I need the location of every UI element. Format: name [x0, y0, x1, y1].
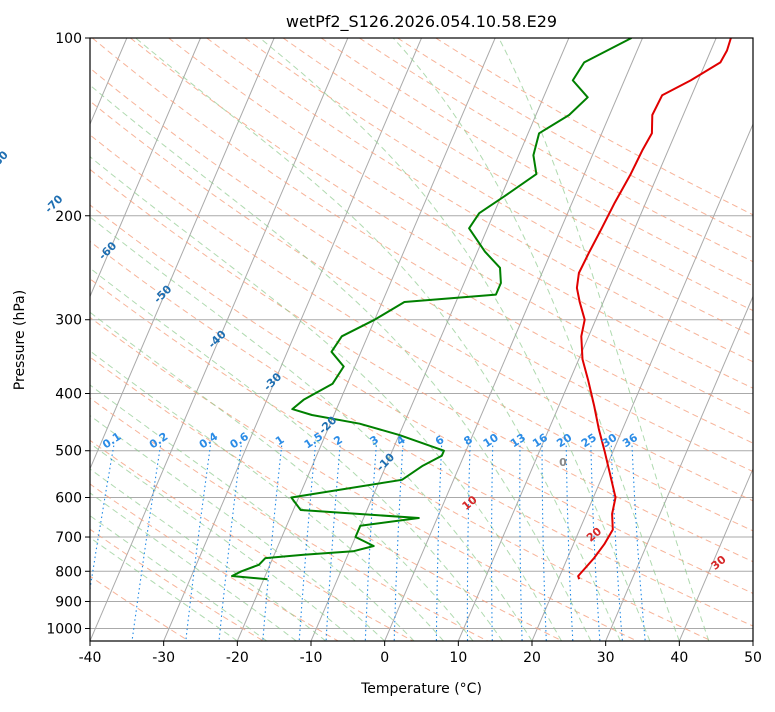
y-tick-label: 600 [55, 490, 82, 506]
y-tick-label: 800 [55, 564, 82, 580]
y-tick-label: 900 [55, 594, 82, 610]
y-tick-label: 1000 [46, 621, 82, 637]
y-tick-label: 700 [55, 530, 82, 546]
y-tick-label: 400 [55, 387, 82, 403]
y-tick-label: 500 [55, 444, 82, 460]
x-tick-label: 50 [744, 650, 762, 666]
x-tick-label: 10 [449, 650, 467, 666]
moist-adiabat-label: 0 [559, 456, 567, 469]
x-tick-label: 20 [523, 650, 541, 666]
chart-title: wetPf2_S126.2026.054.10.58.E29 [286, 12, 557, 32]
y-tick-label: 100 [55, 31, 82, 47]
y-tick-label: 200 [55, 209, 82, 225]
x-tick-label: -40 [79, 650, 102, 666]
y-axis-label: Pressure (hPa) [12, 290, 28, 390]
x-tick-label: -30 [152, 650, 175, 666]
x-tick-label: -20 [226, 650, 249, 666]
x-tick-label: 30 [597, 650, 615, 666]
x-tick-label: 0 [380, 650, 389, 666]
x-axis-label: Temperature (°C) [360, 681, 482, 697]
x-tick-label: -10 [300, 650, 323, 666]
x-tick-label: 40 [670, 650, 688, 666]
y-tick-label: 300 [55, 313, 82, 329]
